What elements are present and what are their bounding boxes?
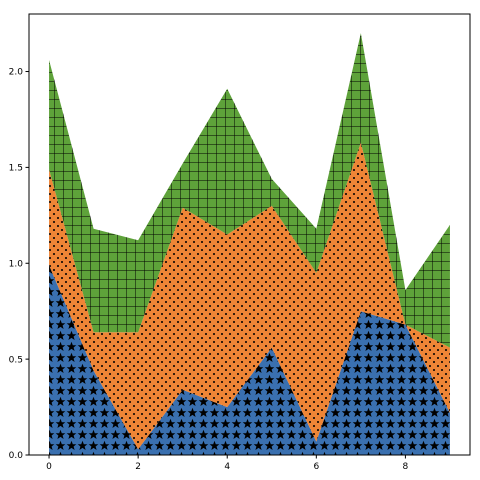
x-tick-label: 2 — [135, 462, 141, 472]
area-series-2 — [49, 142, 450, 450]
y-tick-label: 2.0 — [9, 68, 24, 78]
x-tick-label: 0 — [46, 462, 52, 472]
x-tick-label: 8 — [403, 462, 409, 472]
y-tick-label: 1.5 — [9, 164, 23, 174]
axes: 0 2 4 6 8 0.0 0.5 1.0 1.5 2.0 — [9, 13, 471, 472]
area-series-3 — [49, 33, 450, 348]
plot-frame — [28, 13, 471, 456]
area-layers — [49, 33, 450, 455]
x-tick-label: 4 — [224, 462, 230, 472]
area-series-1 — [49, 265, 450, 455]
y-tick-label: 0.0 — [9, 451, 24, 461]
y-tick-label: 1.0 — [9, 259, 24, 269]
x-tick-label: 6 — [313, 462, 319, 472]
y-tick-label: 0.5 — [9, 355, 23, 365]
